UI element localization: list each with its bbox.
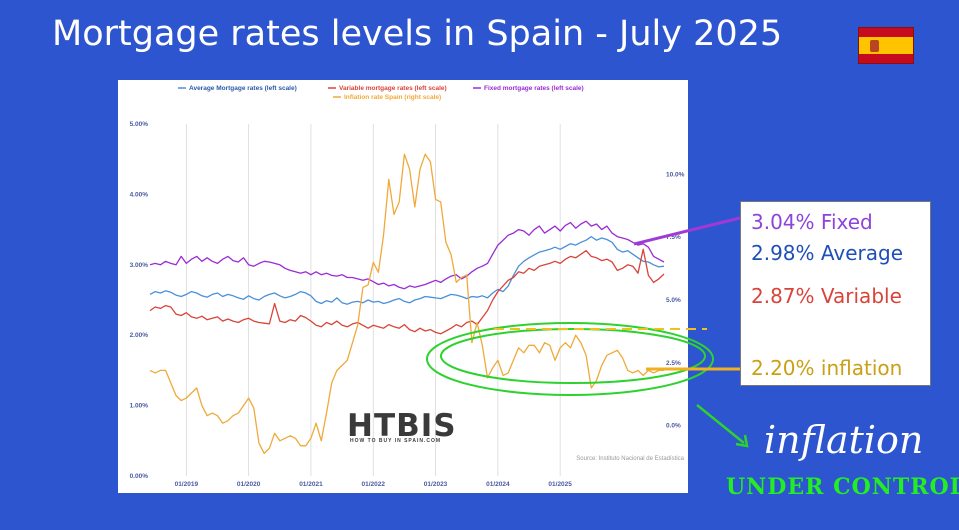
y-right-tick-label: 10.0% (666, 171, 685, 178)
spain-flag-icon (858, 27, 914, 64)
mortgage-rates-chart: Average Mortgage rates (left scale) Varia… (130, 85, 685, 488)
highlight-ellipse-inner (440, 328, 706, 384)
chart-axes: 01/2019 01/2020 01/2021 01/2022 01/2023 01/20… (130, 121, 685, 488)
y-right-tick-label: 7.5% (666, 234, 681, 241)
legend-label-variable: Variable mortgage rates (left scale) (339, 85, 447, 92)
chart-grid (185, 124, 561, 476)
y-left-tick-label: 2.00% (130, 332, 149, 339)
x-tick-label: 01/2020 (237, 481, 261, 488)
chart-legend: Average Mortgage rates (left scale) Varia… (178, 85, 584, 101)
series-line-variable (149, 248, 665, 335)
htbis-logo-tagline: HOW TO BUY IN SPAIN.COM (350, 438, 442, 444)
page-title: Mortgage rates levels in Spain - July 20… (52, 14, 783, 54)
htbis-logo: HTBIS (347, 408, 457, 444)
rates-callout-box: 3.04% Fixed 2.98% Average 2.87% Variable… (740, 201, 931, 386)
y-right-tick-label: 5.0% (666, 297, 681, 304)
callout-inflation-rate: 2.20% inflation (751, 356, 903, 380)
callout-fixed-rate: 3.04% Fixed (751, 210, 873, 234)
green-arrow-head-icon (735, 434, 749, 448)
x-tick-label: 01/2019 (175, 481, 199, 488)
x-tick-label: 01/2025 (548, 481, 572, 488)
y-left-tick-label: 1.00% (130, 403, 149, 410)
x-tick-label: 01/2021 (299, 481, 323, 488)
y-right-tick-label: 2.5% (666, 360, 681, 367)
green-arrow-shaft (696, 404, 745, 444)
y-left-tick-label: 4.00% (130, 191, 149, 198)
y-left-tick-label: 3.00% (130, 262, 149, 269)
slogan-inflation: inflation (764, 418, 924, 462)
legend-label-average: Average Mortgage rates (left scale) (189, 85, 297, 92)
callout-variable-rate: 2.87% Variable (751, 284, 902, 308)
callout-average-rate: 2.98% Average (751, 241, 904, 265)
x-tick-label: 01/2024 (486, 481, 510, 488)
y-right-tick-label: 0.0% (666, 423, 681, 430)
highlight-ellipse-outer (426, 322, 714, 396)
chart-panel: Average Mortgage rates (left scale) Varia… (118, 80, 688, 493)
legend-label-inflation: Inflation rate Spain (right scale) (344, 94, 441, 101)
x-tick-label: 01/2022 (362, 481, 386, 488)
series-line-fixed (149, 220, 665, 290)
chart-series (149, 153, 665, 455)
legend-label-fixed: Fixed mortgage rates (left scale) (484, 85, 584, 92)
y-left-tick-label: 5.00% (130, 121, 149, 128)
y-left-tick-label: 0.00% (130, 473, 149, 480)
chart-source-note: Source: Instituto Nacional de Estadístic… (576, 456, 684, 462)
slogan-under-control: UNDER CONTROL (726, 474, 959, 500)
fixed-rate-pointer-line (633, 216, 741, 246)
x-tick-label: 01/2023 (424, 481, 448, 488)
series-line-inflation (149, 153, 664, 455)
series-line-average (149, 235, 665, 305)
